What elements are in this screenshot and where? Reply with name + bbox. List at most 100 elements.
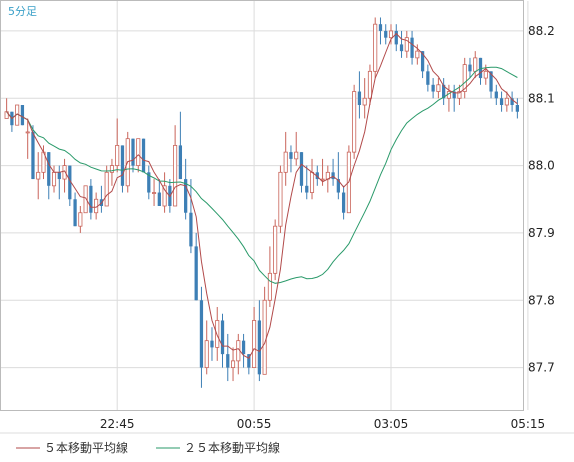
y-tick-label: 88.2 [528,24,555,38]
candle-body [226,354,230,368]
candle-body [352,91,357,153]
plot-background [0,0,524,411]
candle-body [247,354,251,368]
candle-body [426,71,430,85]
candle-body [68,165,72,200]
candle-body [294,151,299,160]
legend-label: ５本移動平均線 [44,440,128,455]
x-axis-ticks: 22:45 00:55 03:05 05:15 [100,417,545,431]
candle-body [499,98,504,105]
candle-body [399,44,404,52]
candle-body [267,272,272,301]
candle-body [241,340,246,355]
candle-body [299,152,304,186]
candle-body [483,70,488,79]
candle-body [83,185,88,214]
candle-body [367,70,372,99]
candle-body [515,105,519,112]
candle-body [309,171,315,193]
candle-body [452,91,456,99]
candle-body [47,152,51,186]
candle-body [315,172,319,180]
candle-body [36,171,41,180]
y-tick-label: 87.7 [528,361,555,375]
candle-body [204,340,209,368]
candle-body [384,30,388,38]
candle-body [478,57,483,79]
candle-body [273,225,278,274]
candle-body [31,131,35,180]
x-tick-label: 00:55 [237,417,272,431]
candle-body [115,144,120,166]
candle-body [388,30,394,39]
candle-body [173,144,178,207]
candle-body [73,199,77,227]
candle-body [199,300,204,368]
candle-body [504,97,509,106]
ma5-line [6,32,518,359]
legend: ５本移動平均線 ２５本移動平均線 [16,440,280,455]
candle-body [136,138,141,167]
candle-body [341,192,346,213]
candle-body [25,131,30,134]
candle-body [162,185,167,207]
candle-body [357,91,362,105]
candle-body [141,138,146,173]
candle-body [415,50,420,59]
candle-body [262,299,267,375]
candle-body [51,171,57,187]
legend-label: ２５本移動平均線 [184,440,280,455]
candle-body [20,105,25,126]
y-tick-label: 88.0 [528,159,555,173]
candle-body [336,179,340,193]
candle-body [220,320,225,355]
candle-body [283,151,288,173]
x-tick-label: 22:45 [100,417,135,431]
candle-body [57,172,61,180]
candle-body [278,171,283,227]
candle-body [252,320,257,369]
candle-body [331,172,335,180]
x-tick-label: 03:05 [374,417,409,431]
candle-body [194,246,198,301]
candle-body [131,138,135,166]
candle-body [109,165,114,173]
candle-body [404,37,409,52]
timeframe-label: 5分足 [8,5,37,18]
candle-body [489,71,493,92]
candle-body [157,192,161,206]
candle-body [362,97,367,106]
candle-body [510,98,514,105]
candle-body [373,23,378,72]
y-tick-label: 88.1 [528,91,555,105]
candle-body [257,320,261,375]
candle-body [494,91,498,99]
candle-body [189,212,193,247]
candle-body [184,179,188,213]
y-axis-ticks: 87.7 87.8 87.9 88.0 88.1 88.2 [528,24,555,375]
candle-body [231,360,236,369]
candle-body [62,165,67,180]
candle-body [468,64,472,72]
candle-body [457,91,462,99]
y-tick-label: 87.8 [528,293,555,307]
candle-body [410,37,414,58]
ma25-line [6,66,518,284]
candle-body [462,64,467,92]
candle-body [305,185,309,193]
candle-body [473,57,478,72]
candle-body [436,84,441,92]
y-tick-label: 87.9 [528,226,555,240]
candle-body [431,84,435,92]
candle-body [89,185,93,213]
candle-body [152,192,157,194]
candle-body [104,171,109,207]
candle-body [442,84,446,99]
candle-body [378,24,383,31]
candle-body [147,172,151,193]
candle-body [120,145,125,186]
candle-body [289,152,293,159]
x-tick-label: 05:15 [511,417,546,431]
